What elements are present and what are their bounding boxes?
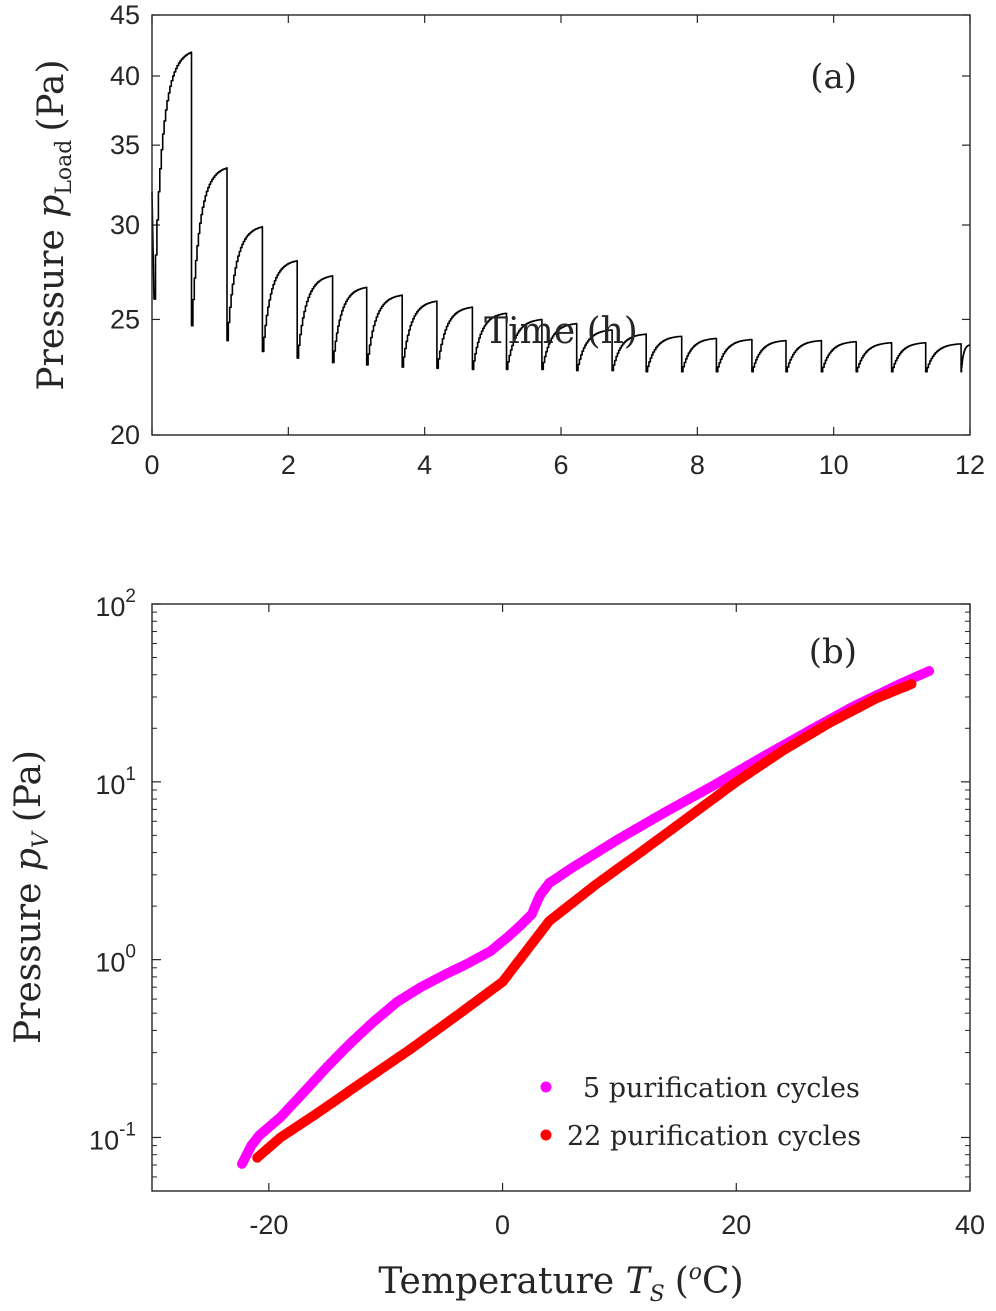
panel-a-pressure-load-line xyxy=(151,51,971,373)
panel-b-y-label-symbol: p xyxy=(8,848,49,871)
panel-a-x-tick-labels: 0 2 4 6 8 10 12 xyxy=(144,450,985,480)
panel-b-legend: 5 purification cycles 22 purification cy… xyxy=(540,1073,861,1152)
panel-a-x-tick-label: 0 xyxy=(144,450,159,480)
legend-label-5-cycles: 5 purification cycles xyxy=(583,1073,860,1104)
data-point xyxy=(924,665,935,676)
data-point xyxy=(906,678,917,689)
panel-b-y-tick-base: 10 xyxy=(95,592,125,622)
panel-b-y-tick-label: 10-1 xyxy=(89,1119,136,1155)
panel-b-label: (b) xyxy=(809,632,857,672)
panel-a-y-label-unit: (Pa) xyxy=(31,59,72,131)
panel-b-x-label-unit-close: C) xyxy=(702,1261,744,1302)
panel-b-axes-frame xyxy=(151,603,971,1192)
panel-b-x-axis-label: Temperature TS (oC) xyxy=(378,1260,743,1307)
panel-b-y-tick-base: 10 xyxy=(95,948,125,978)
panel-a-x-tick-label: 2 xyxy=(281,450,296,480)
panel-b-y-label-subscript: V xyxy=(29,830,54,848)
panel-b-y-label-word: Pressure xyxy=(8,883,49,1044)
panel-a-x-tick-label: 6 xyxy=(553,450,568,480)
legend-label-22-cycles: 22 purification cycles xyxy=(567,1121,861,1152)
panel-a-y-tick-label: 35 xyxy=(110,130,140,160)
panel-a-x-tick-label: 4 xyxy=(417,450,432,480)
panel-b-series-5-cycles xyxy=(237,665,935,1169)
panel-b-y-axis-label: Pressure pV (Pa) xyxy=(8,750,54,1044)
panel-b-y-tick-base: 10 xyxy=(95,770,125,800)
panel-a-x-tick-label: 10 xyxy=(819,450,849,480)
panel-b-y-tick-exponent: 2 xyxy=(125,586,136,607)
panel-a-y-tick-labels: 20 25 30 35 40 45 xyxy=(110,0,140,450)
panel-b-y-tick-exponent: 1 xyxy=(125,764,136,785)
panel-b-series xyxy=(237,665,935,1169)
panel-b-x-tick-label: 20 xyxy=(721,1210,751,1240)
panel-a-x-axis-label: Time (h) xyxy=(484,311,638,352)
panel-a-x-tick-label: 8 xyxy=(690,450,705,480)
panel-b-y-label-unit: (Pa) xyxy=(8,750,49,822)
panel-a-y-label-word: Pressure xyxy=(31,229,72,390)
panel-a-y-tick-label: 30 xyxy=(110,210,140,240)
panel-b-x-label-word: Temperature xyxy=(378,1261,614,1302)
panel-b-x-label-symbol: T xyxy=(626,1261,653,1302)
panel-a-y-tick-label: 25 xyxy=(110,304,140,334)
panel-a-axes-frame xyxy=(151,14,971,436)
panel-b-y-tick-exponent: -1 xyxy=(119,1119,136,1140)
panel-a-label: (a) xyxy=(810,57,857,97)
panel-b-y-tick-label: 101 xyxy=(95,764,136,800)
panel-a-y-label-symbol: p xyxy=(31,195,72,218)
panel-a-y-tick-label: 20 xyxy=(110,420,140,450)
panel-b-y-tick-label: 100 xyxy=(95,942,136,978)
panel-a-y-tick-label: 40 xyxy=(110,61,140,91)
panel-b-series-22-cycles xyxy=(252,678,917,1163)
panel-a-chart: 0 2 4 6 8 10 12 20 25 30 35 40 45 (a) Time (h) Pres… xyxy=(31,0,985,480)
panel-a-y-label-subscript: Load xyxy=(52,140,77,195)
panel-a-y-tick-label: 45 xyxy=(110,0,140,30)
panel-a-x-tick-label: 12 xyxy=(955,450,985,480)
panel-b-x-tick-labels: -20 0 20 40 xyxy=(249,1210,985,1240)
panel-b-x-label-unit-open: ( xyxy=(675,1261,689,1302)
panel-b-x-tick-label: 40 xyxy=(955,1210,985,1240)
panel-b-x-tick-label: -20 xyxy=(249,1210,288,1240)
legend-marker-22-cycles xyxy=(540,1129,552,1141)
panel-b-y-tick-label: 102 xyxy=(95,586,136,622)
panel-b-x-label-subscript: S xyxy=(650,1282,665,1307)
panel-b-x-tick-label: 0 xyxy=(495,1210,510,1240)
panel-b-y-tick-base: 10 xyxy=(89,1125,119,1155)
panel-b-x-label-unit-sup: o xyxy=(689,1260,702,1285)
panel-b-y-tick-exponent: 0 xyxy=(125,942,136,963)
legend-marker-5-cycles xyxy=(540,1081,552,1093)
panel-a-y-axis-label: Pressure pLoad (Pa) xyxy=(31,59,77,390)
